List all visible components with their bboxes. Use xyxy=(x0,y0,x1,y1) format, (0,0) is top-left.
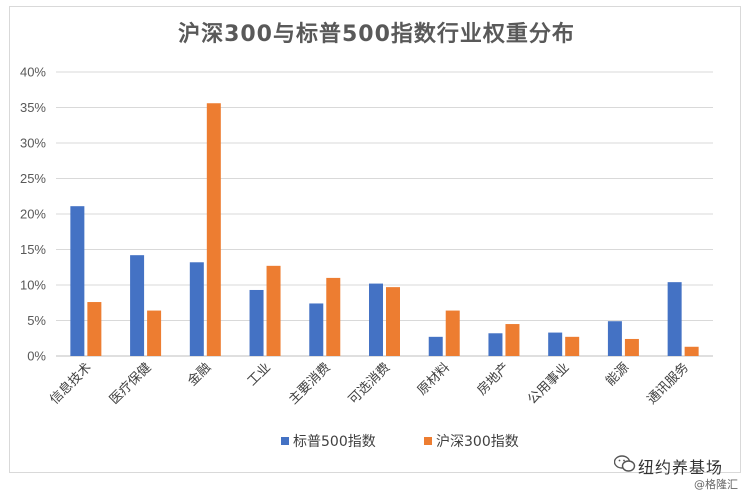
y-tick-label: 30% xyxy=(20,136,46,151)
y-tick-label: 5% xyxy=(27,313,46,328)
bar-csi300 xyxy=(565,336,580,356)
chart-frame xyxy=(9,6,741,473)
x-category-label: 金融 xyxy=(184,360,214,390)
chart-title: 沪深300与标普500指数行业权重分布 xyxy=(178,22,575,47)
bar-sp500 xyxy=(548,332,563,356)
legend-swatch xyxy=(281,437,289,445)
x-category-label: 原材料 xyxy=(415,360,453,398)
bar-sp500 xyxy=(309,303,324,356)
y-tick-label: 0% xyxy=(27,349,46,364)
gridlines xyxy=(56,71,713,357)
y-tick-label: 40% xyxy=(20,65,46,80)
x-category-label: 医疗保健 xyxy=(107,360,154,407)
legend: 标普500指数 沪深300指数 xyxy=(281,434,519,450)
watermark-brand: 纽约养基场 xyxy=(638,458,724,477)
bar-sp500 xyxy=(488,333,503,356)
bar-csi300 xyxy=(684,346,699,356)
bar-csi300 xyxy=(445,310,460,356)
y-tick-label: 15% xyxy=(20,242,46,257)
bar-sp500 xyxy=(428,336,443,356)
y-tick-label: 10% xyxy=(20,278,46,293)
x-category-label: 可选消费 xyxy=(346,360,393,407)
watermark-sub: @格隆汇 xyxy=(694,478,738,491)
bar-csi300 xyxy=(386,287,400,356)
bar-sp500 xyxy=(369,283,383,356)
x-category-label: 主要消费 xyxy=(286,360,333,407)
x-category-label: 能源 xyxy=(603,360,632,389)
legend-label: 标普500指数 xyxy=(293,434,376,450)
x-category-label: 房地产 xyxy=(474,360,513,399)
bar-csi300 xyxy=(87,302,102,356)
x-axis-categories: 信息技术 医疗保健 金融 工业 主要消费 可选消费 原材料 房地产 公用事业 能源 通讯服务 xyxy=(47,360,692,408)
bar-csi300 xyxy=(147,310,162,356)
bar-sp500 xyxy=(249,289,264,356)
bar-csi300 xyxy=(624,338,639,356)
bar-csi300 xyxy=(326,277,341,356)
bar-sp500 xyxy=(189,262,204,356)
x-category-label: 信息技术 xyxy=(47,360,95,408)
bar-csi300 xyxy=(505,324,520,356)
y-tick-label: 20% xyxy=(20,207,46,222)
legend-label: 沪深300指数 xyxy=(436,434,519,450)
bar-sp500 xyxy=(70,206,85,356)
watermark: 纽约养基场 @格隆汇 xyxy=(612,452,742,492)
x-category-label: 工业 xyxy=(245,360,274,389)
bar-sp500 xyxy=(667,282,682,356)
bar-csi300 xyxy=(206,103,221,357)
legend-swatch xyxy=(424,437,432,445)
x-category-label: 通讯服务 xyxy=(644,360,692,408)
bar-sp500 xyxy=(607,321,622,356)
y-axis-ticks: 0% 5% 10% 15% 20% 25% 30% 35% 40% xyxy=(20,65,46,364)
bar-sp500 xyxy=(130,255,145,356)
wechat-icon xyxy=(614,455,636,472)
y-tick-label: 25% xyxy=(20,171,46,186)
bars xyxy=(70,103,699,357)
y-tick-label: 35% xyxy=(20,100,46,115)
x-category-label: 公用事业 xyxy=(525,360,572,407)
bar-csi300 xyxy=(266,265,281,356)
